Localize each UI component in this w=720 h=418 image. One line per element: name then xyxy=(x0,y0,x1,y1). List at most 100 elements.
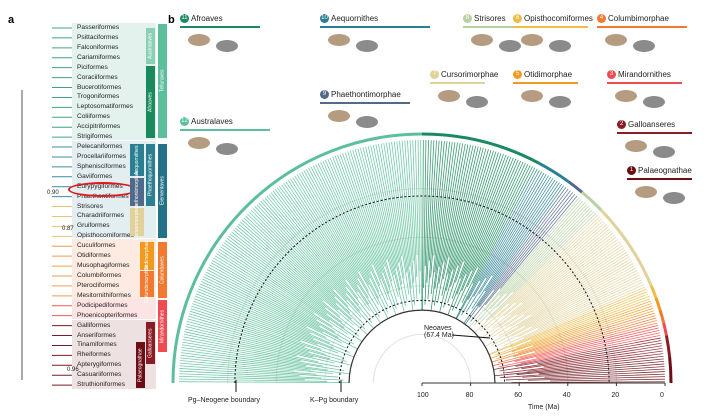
clade-underline xyxy=(320,102,410,104)
branch xyxy=(511,381,665,383)
branch xyxy=(184,328,335,364)
branch xyxy=(423,140,427,289)
branch xyxy=(194,295,355,358)
branch xyxy=(488,286,646,355)
group-elementaves: Elementaves xyxy=(158,144,167,238)
kpg-label: K–Pg boundary xyxy=(310,397,359,404)
branch xyxy=(514,327,659,362)
branch xyxy=(448,145,474,258)
branch xyxy=(461,172,545,316)
branch xyxy=(499,200,584,296)
branch xyxy=(179,370,322,379)
backbone xyxy=(348,309,496,384)
branch xyxy=(527,355,664,372)
branch xyxy=(438,143,464,284)
branch xyxy=(329,157,389,301)
branch xyxy=(234,227,324,302)
clade-arc xyxy=(664,335,672,358)
branch xyxy=(216,253,333,327)
branch xyxy=(199,283,311,334)
branch xyxy=(183,336,340,368)
branch xyxy=(530,293,649,341)
group-mirandornithes: Mirandornithes xyxy=(158,300,167,352)
clade-name: Strisores xyxy=(474,14,506,23)
branch xyxy=(236,225,355,326)
pg-neogene-label: Pg–Neogene boundary xyxy=(188,397,261,404)
axis-tick-label: 40 xyxy=(562,392,571,399)
branch xyxy=(530,254,629,316)
branch xyxy=(197,288,350,353)
branch xyxy=(496,209,593,308)
neoaves-name: Neoaves xyxy=(424,325,452,332)
branch xyxy=(433,142,461,306)
branch xyxy=(503,281,644,347)
branch xyxy=(357,148,399,297)
branch xyxy=(212,260,336,333)
branch xyxy=(218,248,348,335)
clade-arc xyxy=(171,132,423,384)
branch xyxy=(496,307,654,360)
clade-label: 5 Otidimorphae xyxy=(513,70,578,84)
branch xyxy=(260,200,374,329)
highlight-ellipse xyxy=(68,182,137,197)
branch xyxy=(399,141,416,305)
branch xyxy=(457,150,494,266)
branch xyxy=(434,141,451,273)
branch xyxy=(317,163,380,293)
axis-tick-label: 20 xyxy=(611,392,620,399)
clade-label: 7 Cursorimorphae xyxy=(430,70,498,84)
branch xyxy=(315,164,389,313)
order-label: Procellariiformes xyxy=(77,152,127,160)
branch xyxy=(188,315,347,362)
clade-name: Phaethontimorphae xyxy=(331,90,401,99)
branch xyxy=(339,154,383,273)
branch xyxy=(527,376,665,381)
clade-label: 9 Phaethontimorphae xyxy=(320,90,410,104)
branch xyxy=(250,209,364,324)
bird-illustration xyxy=(216,143,238,155)
bird-illustration xyxy=(356,40,378,52)
branch xyxy=(427,140,440,300)
branch xyxy=(433,140,445,256)
branch xyxy=(456,161,524,307)
branch xyxy=(270,192,347,288)
branch xyxy=(516,361,665,375)
branch xyxy=(184,331,297,357)
group-cursorimorphae: Cursorimorphae xyxy=(130,204,144,240)
support-value: 0.90 xyxy=(47,190,59,196)
branch xyxy=(243,217,337,304)
clade-label: 10 Aequornithes xyxy=(320,14,430,28)
order-label: Mesitornithiformes xyxy=(77,291,131,299)
branch xyxy=(519,322,658,359)
clade-arc xyxy=(600,208,653,287)
order-label: Accipitriformes xyxy=(77,123,121,131)
branch xyxy=(467,170,540,301)
order-label: Charadriiformes xyxy=(77,212,124,220)
branch xyxy=(208,266,339,339)
branch xyxy=(179,373,344,381)
branch xyxy=(537,279,643,329)
branch xyxy=(206,269,358,350)
order-label: Piciformes xyxy=(77,63,108,71)
branch xyxy=(378,143,408,301)
branch xyxy=(228,235,343,323)
branch xyxy=(517,276,641,338)
branch xyxy=(466,176,552,313)
branch xyxy=(417,140,421,272)
clade-number-badge: 4 xyxy=(597,14,606,24)
clade-number-badge: 10 xyxy=(320,14,329,24)
clade-label: 3 Mirandornithes xyxy=(607,70,682,84)
clade-number-badge: 3 xyxy=(607,70,616,80)
branch xyxy=(483,199,582,312)
clade-number-badge: 8 xyxy=(463,14,472,24)
branch xyxy=(523,247,625,316)
branch xyxy=(442,144,471,280)
bird-illustration xyxy=(633,40,655,52)
branch xyxy=(209,264,320,327)
branch xyxy=(489,204,588,310)
group-palaeognathae: Palaeognathae xyxy=(136,342,145,388)
branch xyxy=(455,152,499,283)
branch xyxy=(372,144,403,285)
branch xyxy=(455,167,536,319)
branch xyxy=(510,269,638,337)
